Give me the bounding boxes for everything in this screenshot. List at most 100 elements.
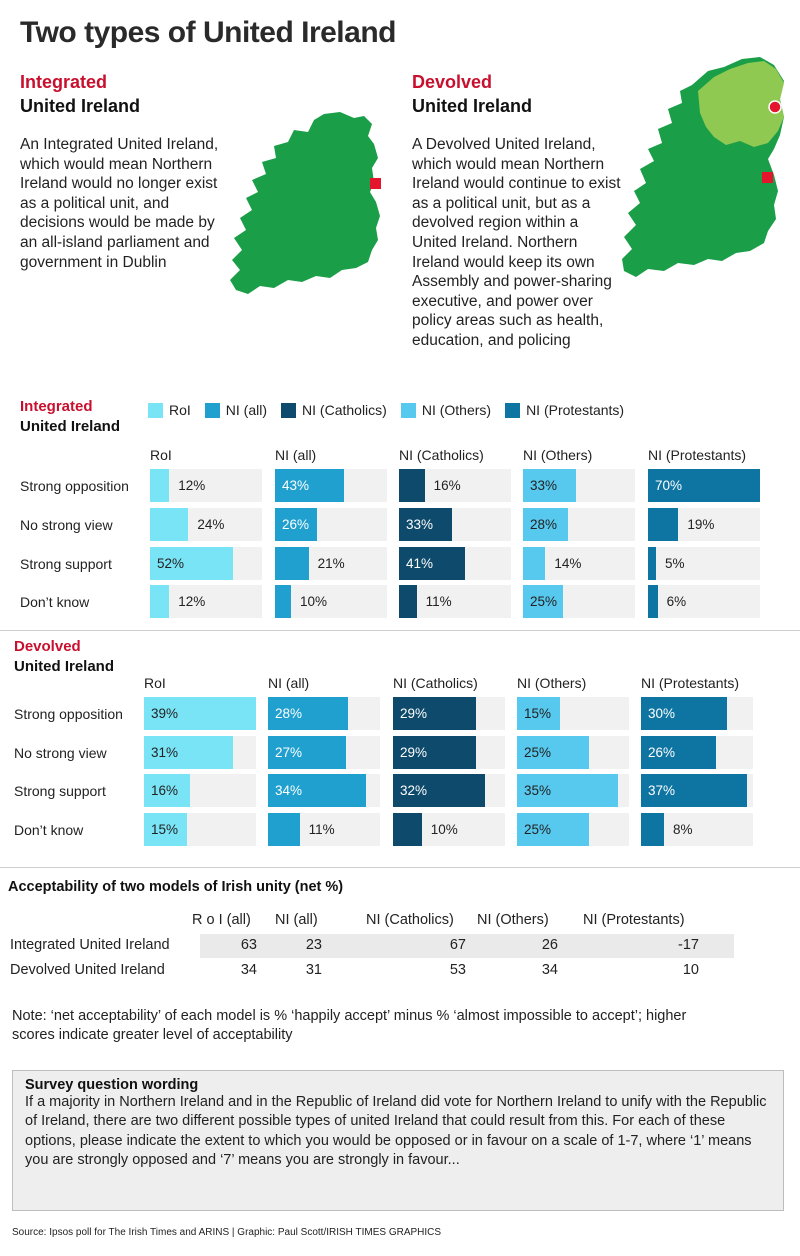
chart2-heading-red: Devolved (14, 638, 81, 655)
bar-value-label: 16% (151, 783, 179, 798)
dublin-marker-icon (370, 178, 381, 189)
column-header-ni-catholics: NI (Catholics) (393, 675, 478, 691)
bar-track: 16% (144, 774, 256, 807)
legend-item-ni-others: NI (Others) (400, 402, 492, 418)
bar-track: 26% (275, 508, 387, 541)
row-label-don-t-know: Don’t know (20, 594, 90, 610)
devolved-description: A Devolved United Ireland, which would m… (412, 136, 621, 349)
column-header-ni-others: NI (Others) (523, 447, 593, 463)
bar-ni-all-strong-opposition (275, 469, 344, 502)
bar-ni-all-strong-support (268, 774, 366, 807)
bar-roi-strong-opposition (144, 697, 256, 730)
bar-value-label: 29% (400, 706, 428, 721)
legend-label: NI (Others) (421, 402, 492, 418)
table-cell: 53 (449, 962, 466, 978)
bar-roi-strong-support (144, 774, 190, 807)
bar-ni-catholics-strong-opposition (393, 697, 477, 730)
bar-track: 35% (517, 774, 629, 807)
table-cell: 34 (240, 962, 257, 978)
bar-roi-no-strong-view (150, 508, 189, 541)
table-header-ni-others: NI (Others) (477, 912, 549, 928)
bar-ni-catholics-don-t-know (393, 813, 422, 846)
bar-ni-others-don-t-know (517, 813, 589, 846)
bar-value-label: 15% (524, 706, 552, 721)
bar-track: 25% (517, 736, 629, 769)
bar-value-label: 26% (648, 745, 676, 760)
bar-value-label: 35% (524, 783, 552, 798)
bar-ni-all-don-t-know (268, 813, 300, 846)
column-header-roi: RoI (144, 675, 166, 691)
bar-value-label: 70% (655, 478, 683, 493)
bar-track: 12% (150, 469, 262, 502)
chart2-heading-black: United Ireland (14, 658, 115, 675)
bar-value-label: 33% (406, 517, 434, 532)
bar-track: 25% (523, 585, 635, 618)
acceptability-table-title: Acceptability of two models of Irish uni… (8, 879, 344, 895)
table-cell: 23 (305, 937, 322, 953)
bar-value-label: 25% (524, 745, 552, 760)
bar-track: 19% (648, 508, 760, 541)
bar-ni-protestants-don-t-know (641, 813, 664, 846)
legend-item-ni-protestants: NI (Protestants) (505, 402, 624, 418)
bar-track: 10% (275, 585, 387, 618)
table-cell: -17 (678, 937, 699, 953)
bar-value-label: 11% (425, 594, 452, 609)
bar-value-label: 24% (197, 517, 225, 532)
legend-item-ni-all: NI (all) (204, 402, 267, 418)
column-header-ni-protestants: NI (Protestants) (641, 675, 740, 691)
devolved-ireland-map (622, 57, 784, 277)
survey-question-box: Survey question wording If a majority in… (12, 1070, 784, 1211)
bar-ni-others-strong-opposition (523, 469, 576, 502)
bar-value-label: 8% (672, 822, 693, 837)
table-header-roi: R o I (all) (192, 912, 251, 928)
bar-ni-protestants-strong-support (641, 774, 748, 807)
bar-value-label: 39% (151, 706, 179, 721)
bar-track: 11% (268, 813, 380, 846)
integrated-label-black: United Ireland (20, 96, 141, 116)
bar-track: 31% (144, 736, 256, 769)
legend-label: NI (Protestants) (526, 402, 625, 418)
integrated-description: An Integrated United Ireland, which woul… (20, 136, 219, 271)
table-cell: 63 (240, 937, 257, 953)
bar-value-label: 12% (178, 594, 206, 609)
bar-track: 34% (268, 774, 380, 807)
row-label-no-strong-view: No strong view (14, 745, 107, 761)
bar-ni-protestants-no-strong-view (648, 508, 679, 541)
row-label-strong-opposition: Strong opposition (14, 706, 123, 722)
bar-value-label: 26% (282, 517, 310, 532)
chart1-heading-black: United Ireland (20, 418, 121, 435)
bar-ni-others-no-strong-view (523, 508, 568, 541)
bar-ni-others-no-strong-view (517, 736, 589, 769)
table-header-ni-all: NI (all) (275, 912, 318, 928)
survey-title: Survey question wording (25, 1077, 199, 1093)
bar-track: 41% (399, 547, 511, 580)
bar-track: 27% (268, 736, 380, 769)
integrated-ireland-map (230, 112, 381, 294)
bar-track: 14% (523, 547, 635, 580)
bar-value-label: 10% (300, 594, 328, 609)
survey-text: If a majority in Northern Ireland and in… (25, 1094, 767, 1168)
table-cell: 10 (682, 962, 699, 978)
bar-value-label: 41% (406, 556, 434, 571)
devolved-label-black: United Ireland (412, 96, 533, 116)
bar-value-label: 19% (687, 517, 715, 532)
bar-ni-protestants-strong-support (648, 547, 656, 580)
row-label-don-t-know: Don’t know (14, 822, 84, 838)
bar-track: 28% (523, 508, 635, 541)
bar-ni-all-strong-support (275, 547, 309, 580)
bar-ni-others-don-t-know (523, 585, 563, 618)
bar-track: 26% (641, 736, 753, 769)
row-label-strong-support: Strong support (20, 556, 112, 572)
row-label-strong-support: Strong support (14, 783, 106, 799)
bar-value-label: 12% (178, 478, 206, 493)
column-header-ni-others: NI (Others) (517, 675, 587, 691)
bar-track: 25% (517, 813, 629, 846)
bar-track: 33% (523, 469, 635, 502)
bar-ni-protestants-strong-opposition (648, 469, 760, 502)
legend-item-roi: RoI (148, 402, 191, 418)
bar-track: 52% (150, 547, 262, 580)
column-header-ni-catholics: NI (Catholics) (399, 447, 484, 463)
bar-track: 24% (150, 508, 262, 541)
column-header-roi: RoI (150, 447, 172, 463)
bar-value-label: 21% (317, 556, 345, 571)
